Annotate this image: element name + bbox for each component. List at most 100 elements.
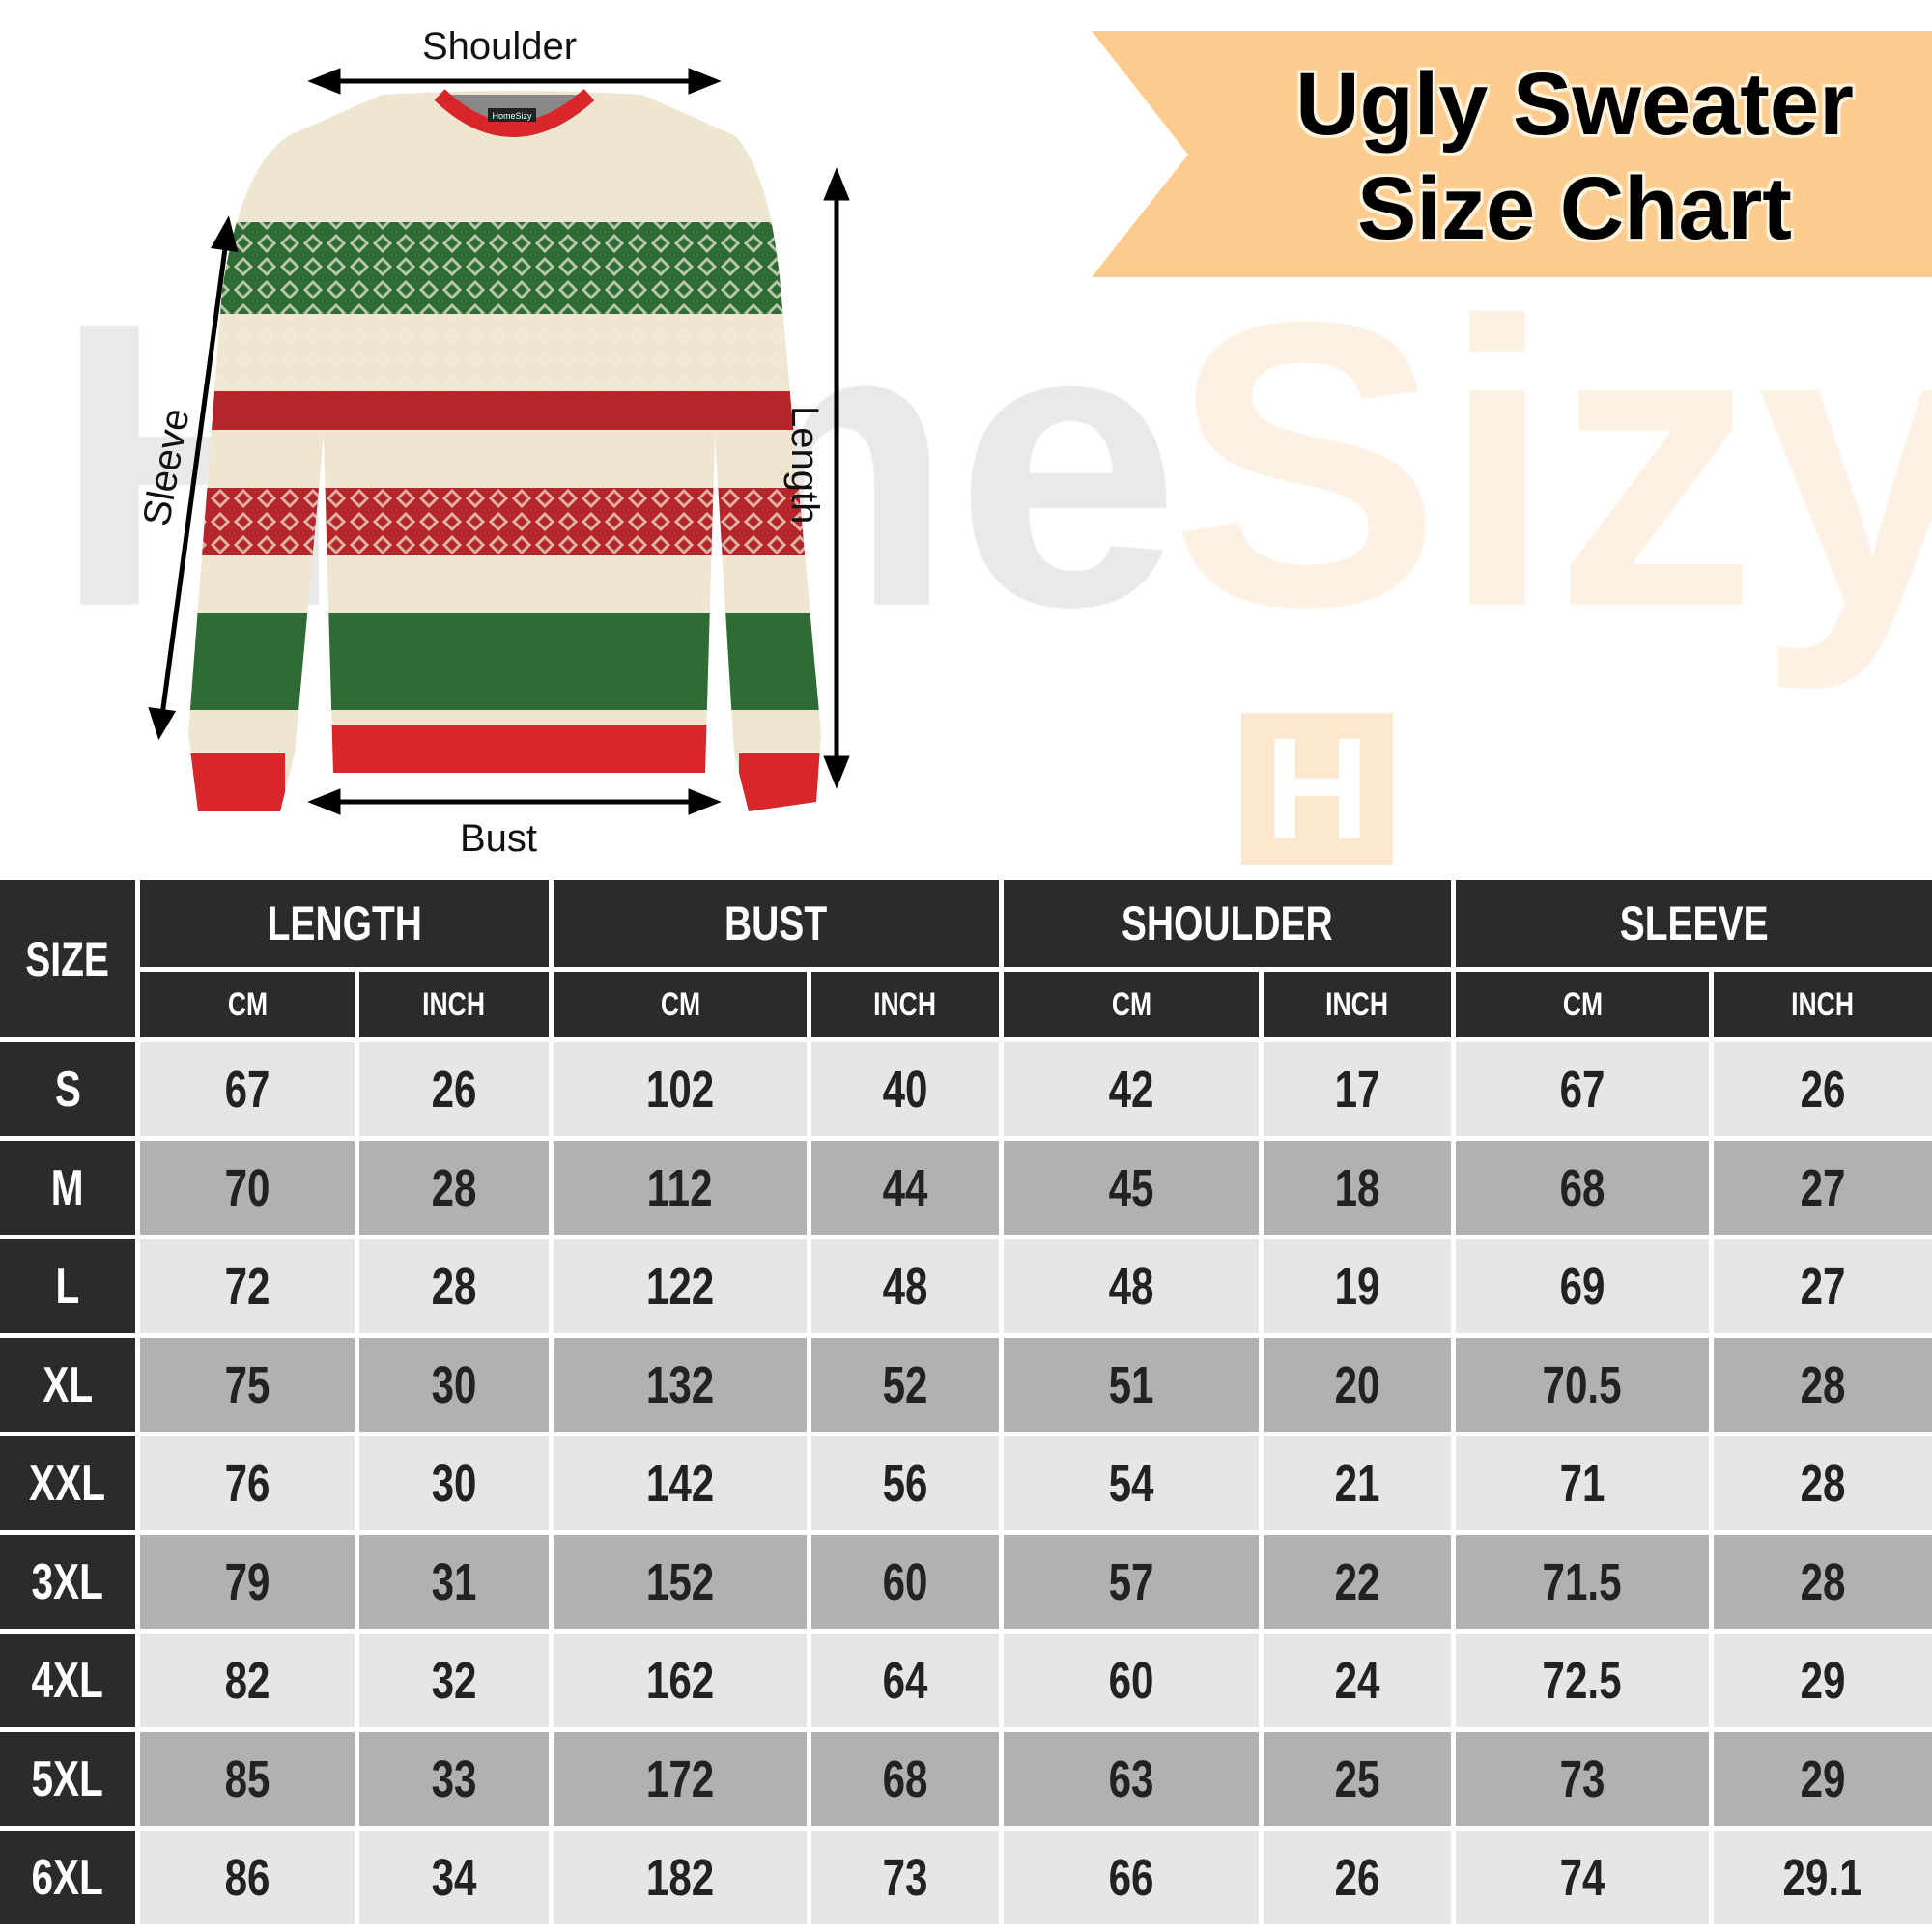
banner-shape: [1092, 31, 1932, 277]
header-sleeve: SLEEVE: [1456, 880, 1932, 967]
table-cell: 26: [1714, 1042, 1932, 1136]
size-cell: 4XL: [0, 1634, 135, 1727]
table-cell: 68: [811, 1732, 999, 1826]
table-cell: 44: [811, 1141, 999, 1235]
unit-header-cm: CM: [140, 972, 355, 1037]
table-cell: 142: [554, 1436, 807, 1530]
table-cell: 27: [1714, 1141, 1932, 1235]
table-cell: 66: [1004, 1831, 1259, 1924]
table-cell: 74: [1456, 1831, 1709, 1924]
table-cell: 28: [1714, 1436, 1932, 1530]
table-cell: 24: [1264, 1634, 1451, 1727]
table-cell: 29: [1714, 1732, 1932, 1826]
table-cell: 48: [1004, 1239, 1259, 1333]
table-cell: 82: [140, 1634, 355, 1727]
header-length: LENGTH: [140, 880, 549, 967]
table-cell: 28: [359, 1141, 549, 1235]
table-cell: 73: [1456, 1732, 1709, 1826]
table-cell: 28: [359, 1239, 549, 1333]
size-cell: 6XL: [0, 1831, 135, 1924]
size-cell: 5XL: [0, 1732, 135, 1826]
table-cell: 72: [140, 1239, 355, 1333]
table-cell: 71: [1456, 1436, 1709, 1530]
header-bust: BUST: [554, 880, 999, 967]
table-cell: 22: [1264, 1535, 1451, 1629]
table-cell: 162: [554, 1634, 807, 1727]
table-cell: 132: [554, 1338, 807, 1432]
table-cell: 27: [1714, 1239, 1932, 1333]
brand-logo: H: [1241, 713, 1393, 865]
shoulder-label: Shoulder: [422, 25, 578, 68]
table-cell: 26: [359, 1042, 549, 1136]
table-cell: 67: [1456, 1042, 1709, 1136]
table-cell: 122: [554, 1239, 807, 1333]
table-cell: 75: [140, 1338, 355, 1432]
table-cell: 85: [140, 1732, 355, 1826]
table-cell: 30: [359, 1436, 549, 1530]
size-cell: 3XL: [0, 1535, 135, 1629]
unit-header-inch: INCH: [1264, 972, 1451, 1037]
table-cell: 19: [1264, 1239, 1451, 1333]
table-cell: 18: [1264, 1141, 1451, 1235]
table-cell: 28: [1714, 1535, 1932, 1629]
length-label: Length: [783, 406, 826, 525]
sweater-tag: HomeSizy: [492, 111, 532, 121]
table-cell: 42: [1004, 1042, 1259, 1136]
measure-arrows: [148, 68, 850, 815]
table-cell: 33: [359, 1732, 549, 1826]
size-cell: XXL: [0, 1436, 135, 1530]
table-cell: 29.1: [1714, 1831, 1932, 1924]
unit-header-cm: CM: [1456, 972, 1709, 1037]
table-cell: 25: [1264, 1732, 1451, 1826]
table-cell: 73: [811, 1831, 999, 1924]
unit-header-cm: CM: [1004, 972, 1259, 1037]
page-title: Ugly Sweater Size Chart: [1295, 55, 1854, 258]
table-cell: 45: [1004, 1141, 1259, 1235]
unit-header-inch: INCH: [811, 972, 999, 1037]
size-cell: XL: [0, 1338, 135, 1432]
size-cell: M: [0, 1141, 135, 1235]
table-cell: 76: [140, 1436, 355, 1530]
size-cell: L: [0, 1239, 135, 1333]
table-cell: 70.5: [1456, 1338, 1709, 1432]
table-cell: 56: [811, 1436, 999, 1530]
table-cell: 152: [554, 1535, 807, 1629]
unit-header-inch: INCH: [1714, 972, 1932, 1037]
sweater-diagram: HomeSizy: [148, 68, 850, 815]
table-cell: 17: [1264, 1042, 1451, 1136]
table-cell: 79: [140, 1535, 355, 1629]
table-cell: 40: [811, 1042, 999, 1136]
table-cell: 182: [554, 1831, 807, 1924]
table-cell: 54: [1004, 1436, 1259, 1530]
table-cell: 30: [359, 1338, 549, 1432]
header-shoulder: SHOULDER: [1004, 880, 1451, 967]
table-cell: 64: [811, 1634, 999, 1727]
bust-label: Bust: [460, 817, 538, 860]
table-cell: 86: [140, 1831, 355, 1924]
table-cell: 52: [811, 1338, 999, 1432]
table-cell: 34: [359, 1831, 549, 1924]
table-cell: 32: [359, 1634, 549, 1727]
table-cell: 60: [811, 1535, 999, 1629]
table-cell: 28: [1714, 1338, 1932, 1432]
table-cell: 112: [554, 1141, 807, 1235]
table-cell: 26: [1264, 1831, 1451, 1924]
table-cell: 102: [554, 1042, 807, 1136]
unit-header-cm: CM: [554, 972, 807, 1037]
sweater-image: [188, 91, 821, 811]
table-cell: 172: [554, 1732, 807, 1826]
table-cell: 72.5: [1456, 1634, 1709, 1727]
size-cell: S: [0, 1042, 135, 1136]
table-cell: 68: [1456, 1141, 1709, 1235]
unit-header-inch: INCH: [359, 972, 549, 1037]
table-cell: 60: [1004, 1634, 1259, 1727]
table-cell: 57: [1004, 1535, 1259, 1629]
table-cell: 20: [1264, 1338, 1451, 1432]
table-cell: 71.5: [1456, 1535, 1709, 1629]
table-cell: 31: [359, 1535, 549, 1629]
size-table: SIZE LENGTH CM INCH BUST CM INCH SHOULDER CM INC…: [0, 880, 1932, 1924]
table-cell: 51: [1004, 1338, 1259, 1432]
table-cell: 67: [140, 1042, 355, 1136]
table-cell: 70: [140, 1141, 355, 1235]
table-cell: 48: [811, 1239, 999, 1333]
